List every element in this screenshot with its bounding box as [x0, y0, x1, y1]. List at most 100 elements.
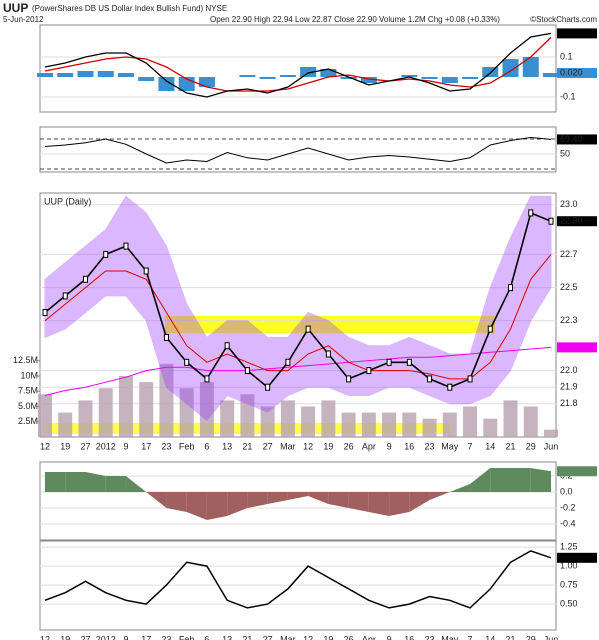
close-mark	[325, 350, 331, 358]
x-tick-label: 19	[323, 441, 333, 451]
close-mark	[244, 367, 250, 375]
ma-line	[44, 254, 552, 380]
volume-bar	[220, 400, 235, 437]
x-tick-label: 9	[387, 441, 392, 451]
histogram-bar	[77, 71, 94, 77]
cmf-area	[389, 492, 410, 516]
date: 5-Jun-2012	[3, 15, 44, 24]
x-tick-label: 19	[323, 634, 333, 640]
close-mark	[548, 217, 554, 225]
close-mark	[386, 358, 392, 366]
value-tag	[557, 342, 597, 353]
x-tick-label: 17	[141, 441, 151, 451]
oscillator-line	[44, 550, 552, 609]
volume-tick-label: 2.5M	[18, 416, 38, 426]
y-tick-label: 1.00	[560, 560, 578, 570]
x-tick-label: 21	[506, 441, 516, 451]
cmf-area	[490, 468, 511, 492]
y-tick-label: -0.4	[560, 518, 576, 528]
value-tag-label: 0.020	[560, 67, 583, 77]
close-mark	[285, 358, 291, 366]
cmf-area	[227, 492, 248, 516]
volume-bar	[139, 382, 154, 437]
close-mark	[224, 342, 230, 350]
x-tick-label: Mar	[280, 634, 296, 640]
close-mark	[427, 375, 433, 383]
volume-tick-label: 5.0M	[18, 401, 38, 411]
x-tick-label: 9	[123, 441, 128, 451]
x-tick-label: Apr	[362, 441, 376, 451]
y-tick-label: 21.8	[560, 398, 578, 408]
close-mark	[123, 242, 129, 250]
close-mark	[163, 333, 169, 341]
histogram-bar	[138, 77, 155, 81]
y-tick-label: 22.7	[560, 249, 578, 259]
close-mark	[447, 383, 453, 391]
volume-bar	[382, 412, 397, 437]
close-mark	[42, 309, 48, 317]
histogram-bar	[239, 75, 256, 77]
x-tick-label: 29	[526, 441, 536, 451]
cmf-area	[125, 476, 147, 492]
x-tick-label: 12	[40, 634, 50, 640]
volume-tick-label: 10M	[20, 370, 38, 380]
volume-bar	[118, 376, 133, 437]
panel-frame	[39, 24, 557, 113]
x-tick-label: 23	[161, 634, 171, 640]
value-tag	[557, 28, 597, 39]
x-tick-label: Apr	[362, 634, 376, 640]
volume-bar	[544, 429, 558, 437]
volume-bar	[463, 406, 478, 437]
cmf-area	[348, 492, 369, 512]
x-tick-label: 29	[526, 634, 536, 640]
histogram-bar	[482, 67, 499, 77]
volume-bar	[402, 412, 417, 437]
y-tick-label: 0.75	[560, 579, 578, 589]
value-tag	[557, 466, 597, 477]
histogram-bar	[502, 59, 519, 77]
x-tick-label: 6	[204, 441, 209, 451]
value-tag-label: 22.90	[560, 216, 583, 226]
volume-tick-label: 12.5M	[13, 355, 38, 365]
y-tick-label: 1.25	[560, 541, 578, 551]
signal-line	[44, 36, 552, 92]
volume-bar	[78, 400, 93, 437]
cmf-area	[470, 468, 491, 492]
cmf-area	[510, 468, 531, 492]
x-tick-label: 23	[425, 634, 435, 640]
cmf-area	[65, 472, 86, 492]
histogram-bar	[158, 77, 175, 91]
volume-bar	[159, 363, 174, 437]
cmf-area	[449, 484, 471, 492]
close-mark	[366, 367, 372, 375]
y-tick-label: -0.2	[560, 502, 576, 512]
histogram-bar	[360, 77, 377, 83]
cmf-area	[368, 492, 390, 516]
volume-bar	[280, 400, 295, 437]
panel-title: UUP (Daily)	[44, 196, 91, 206]
x-tick-label: 14	[485, 634, 495, 640]
x-tick-label: 2012	[96, 441, 116, 451]
long-ma-line	[44, 346, 552, 396]
x-tick-label: 21	[242, 634, 252, 640]
value-tag	[557, 68, 597, 78]
close-mark	[305, 325, 311, 333]
y-tick-label: 0.50	[560, 599, 578, 609]
cmf-area	[247, 492, 268, 508]
y-tick-label: 22.0	[560, 365, 578, 375]
panel-frame	[39, 192, 557, 438]
x-tick-label: Jun	[544, 634, 559, 640]
symbol: UUP	[3, 1, 28, 15]
histogram-bar	[259, 77, 276, 79]
cmf-area	[267, 492, 288, 504]
close-mark	[62, 292, 68, 300]
y-tick-label: 0.1	[560, 51, 573, 61]
x-tick-label: 6	[204, 634, 209, 640]
value-tag-label: 69.40	[560, 134, 583, 144]
volume-bar	[321, 400, 336, 437]
volume-bar	[38, 394, 52, 437]
volume-bar	[179, 388, 194, 437]
histogram-bar	[340, 77, 357, 79]
value-tag	[557, 134, 597, 145]
